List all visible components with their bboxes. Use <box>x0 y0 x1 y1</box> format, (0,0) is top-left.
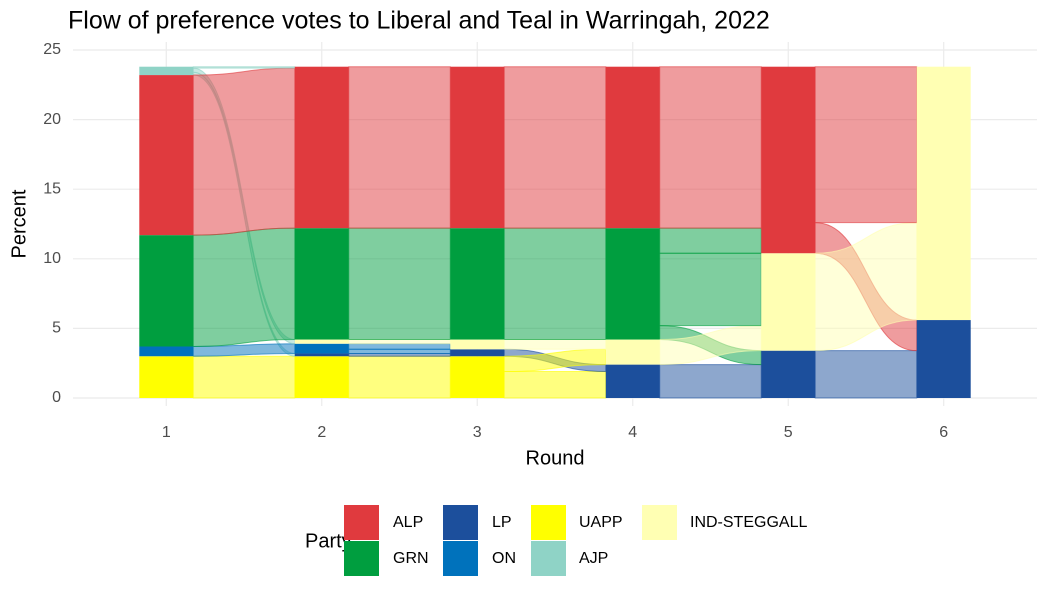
y-tick-label: 5 <box>52 320 61 337</box>
flow <box>192 66 296 69</box>
flow <box>192 343 296 357</box>
bar-segment <box>294 343 349 354</box>
flow <box>503 371 607 399</box>
bar-segment <box>450 339 505 350</box>
bar-segment <box>294 356 349 398</box>
legend-key <box>642 505 677 540</box>
flow <box>192 355 296 399</box>
legend-key <box>443 505 478 540</box>
flow <box>503 66 607 229</box>
y-tick-label: 25 <box>43 41 61 58</box>
chart-title: Flow of preference votes to Liberal and … <box>68 7 770 35</box>
flow <box>503 339 607 350</box>
bar-segment <box>139 75 194 236</box>
y-tick-label: 10 <box>43 250 61 267</box>
flow <box>814 66 918 224</box>
legend-key <box>344 541 379 576</box>
bar-segment <box>294 228 349 340</box>
bar-segment <box>294 339 349 344</box>
y-tick-label: 15 <box>43 180 61 197</box>
flow <box>348 339 451 345</box>
flow <box>659 66 762 229</box>
x-tick-label: 2 <box>317 424 326 441</box>
flow <box>192 67 296 236</box>
flow <box>348 355 451 399</box>
bar-segment <box>761 253 816 351</box>
bar-segment <box>294 66 349 229</box>
x-tick-label: 5 <box>784 424 793 441</box>
flow <box>814 350 918 399</box>
flow <box>348 348 451 354</box>
bar-segment <box>761 350 816 398</box>
bar-segment <box>605 339 660 365</box>
legend-label: AJP <box>579 550 608 567</box>
flow <box>659 364 762 399</box>
bar-segment <box>450 356 505 398</box>
legend-label: LP <box>492 514 512 531</box>
x-tick-label: 3 <box>473 424 482 441</box>
flow <box>503 227 607 341</box>
bar-segment <box>139 66 194 76</box>
bar-segment <box>450 228 505 340</box>
bar-segment <box>605 364 660 398</box>
flow <box>659 227 762 254</box>
legend-label: ALP <box>393 514 423 531</box>
bars <box>139 66 971 398</box>
bar-segment <box>139 356 194 398</box>
legend-key <box>344 505 379 540</box>
bar-segment <box>916 320 971 398</box>
flow <box>348 227 451 341</box>
legend-title: Party <box>305 530 352 552</box>
legend-label: IND-STEGGALL <box>690 514 807 531</box>
flows <box>192 66 918 399</box>
bar-segment <box>761 66 816 254</box>
y-tick-label: 20 <box>43 111 61 128</box>
legend-key <box>531 541 566 576</box>
x-tick-label: 1 <box>162 424 171 441</box>
legend-label: ON <box>492 550 516 567</box>
flow <box>348 66 451 229</box>
bar-segment <box>294 353 349 357</box>
bar-segment <box>139 235 194 347</box>
flow <box>659 252 762 327</box>
bar-segment <box>605 228 660 340</box>
x-tick-label: 6 <box>939 424 948 441</box>
legend-label: GRN <box>393 550 429 567</box>
bar-segment <box>916 66 971 321</box>
flow <box>348 343 451 350</box>
legend-key <box>443 541 478 576</box>
bar-segment <box>450 66 505 229</box>
y-tick-label: 0 <box>52 389 61 406</box>
legend-key <box>531 505 566 540</box>
legend-label: UAPP <box>579 514 623 531</box>
bar-segment <box>450 349 505 357</box>
bar-segment <box>139 346 194 357</box>
y-axis-label: Percent <box>8 189 30 258</box>
flow <box>192 227 296 347</box>
x-tick-label: 4 <box>628 424 637 441</box>
bar-segment <box>605 66 660 229</box>
x-axis-label: Round <box>526 447 585 469</box>
